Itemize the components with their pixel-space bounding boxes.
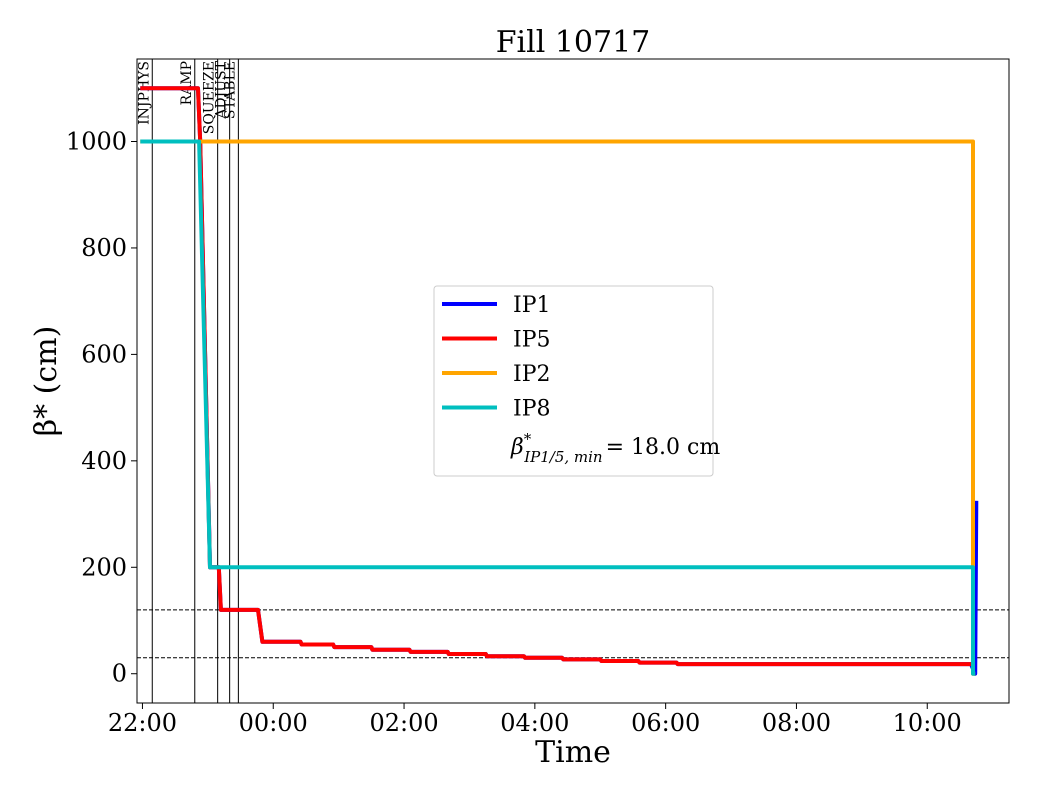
x-tick-label: 00:00 (239, 709, 308, 737)
phase-label: STABLE (222, 61, 238, 119)
y-axis-ticks: 0 200 400 600 800 1000 (66, 127, 137, 688)
legend-box (433, 285, 714, 477)
series-lines (140, 86, 979, 676)
x-tick-label: 08:00 (762, 709, 831, 737)
series-line-ip8 (140, 139, 976, 676)
y-tick-label: 600 (81, 340, 127, 368)
x-axis-label: Time (535, 735, 611, 770)
x-tick-label: 06:00 (631, 709, 700, 737)
phase-label: ADJUST (214, 60, 230, 119)
y-tick-label: 800 (81, 234, 127, 262)
legend-label: IP2 (513, 362, 551, 387)
phase-label: INJPHYS (136, 61, 152, 125)
phase-label: RAMP (179, 61, 195, 105)
y-tick-label: 400 (81, 447, 127, 475)
y-tick-label: 200 (81, 553, 127, 581)
legend-label: IP5 (513, 328, 551, 353)
x-tick-label: 02:00 (369, 709, 438, 737)
x-axis-ticks: 22:00 00:00 02:00 04:00 06:00 08:00 10:00 (108, 703, 962, 737)
legend-entries: IP1 IP5 IP2 IP8 (442, 293, 551, 422)
legend-label: IP8 (513, 397, 551, 422)
x-tick-label: 22:00 (108, 709, 177, 737)
plot-frame (136, 58, 1010, 704)
x-tick-label: 04:00 (500, 709, 569, 737)
legend: IP1 IP5 IP2 IP8 β* IP1/5, min = 18.0 cm (433, 285, 720, 477)
legend-note: β* IP1/5, min = 18.0 cm (510, 430, 720, 466)
phase-label: SQUEEZE (202, 61, 218, 134)
reference-lines (137, 609, 1009, 659)
y-tick-label: 1000 (66, 127, 127, 155)
series-line-ip5 (140, 86, 971, 667)
y-axis-label: β* (cm) (29, 326, 64, 437)
x-tick-label: 10:00 (893, 709, 962, 737)
chart-title: Fill 10717 (496, 25, 651, 60)
legend-label: IP1 (513, 293, 551, 318)
y-tick-label: 0 (112, 660, 127, 688)
